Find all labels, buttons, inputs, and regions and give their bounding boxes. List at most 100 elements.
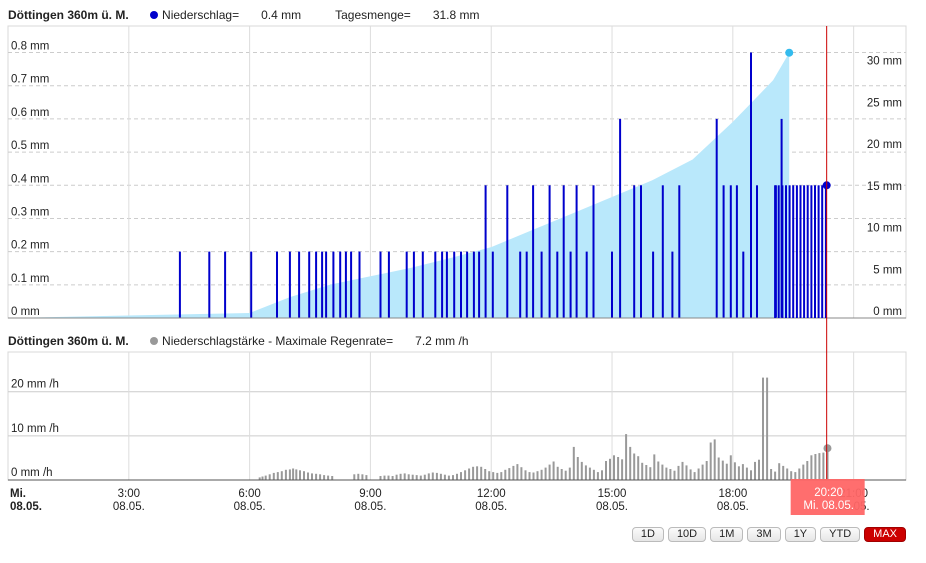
- rate-bar: [411, 474, 414, 480]
- precip-bar: [460, 251, 462, 318]
- rate-bar: [689, 469, 692, 480]
- rate-bar: [629, 446, 632, 480]
- x-tick-label-time: 12:00: [477, 488, 506, 500]
- rate-bar: [806, 461, 809, 480]
- rate-bar: [709, 442, 712, 480]
- upper-y2-tick-label: 0 mm: [873, 306, 902, 318]
- precip-bar: [781, 185, 784, 318]
- upper-y2-tick-label: 5 mm: [873, 264, 902, 276]
- rate-bar: [701, 464, 704, 480]
- daily-total-value: 31.8 mm: [432, 8, 480, 22]
- x-tick-label-date: 08.05.: [596, 501, 628, 513]
- rate-bar: [508, 468, 511, 480]
- precip-bar: [750, 52, 752, 318]
- precip-bar: [814, 185, 816, 318]
- x-tick-label-time: 6:00: [238, 488, 260, 500]
- rate-bar: [512, 465, 515, 480]
- range-button-3m[interactable]: 3M: [747, 527, 781, 542]
- precip-bar: [288, 251, 291, 318]
- rate-bar: [705, 461, 708, 480]
- rate-bar: [766, 377, 769, 480]
- x-tick-label-date: 08.05.: [475, 501, 507, 513]
- rate-bar: [782, 465, 785, 480]
- rate-bar: [258, 477, 261, 480]
- rate-bar: [661, 464, 664, 480]
- rate-bar: [596, 472, 599, 480]
- precip-bar: [208, 251, 211, 318]
- rate-bar: [268, 474, 271, 480]
- upper-y-tick-label: 0.7 mm: [11, 74, 49, 86]
- range-button-max[interactable]: MAX: [864, 527, 906, 542]
- rate-bar: [516, 464, 519, 480]
- rate-bar: [745, 467, 748, 480]
- range-button-1m[interactable]: 1M: [710, 527, 744, 542]
- upper-y-tick-label: 0.6 mm: [11, 107, 49, 119]
- rate-bar: [295, 469, 298, 480]
- current-time-box: [790, 479, 865, 515]
- rate-bar: [802, 464, 805, 480]
- rate-bar: [794, 472, 797, 480]
- upper-chart-title: Döttingen 360m ü. M.: [8, 8, 129, 22]
- precip-bar: [548, 185, 551, 318]
- precip-bar: [453, 251, 456, 318]
- rate-bar: [810, 455, 813, 480]
- precip-bar: [735, 185, 738, 318]
- range-button-10d[interactable]: 10D: [667, 527, 707, 542]
- rate-bar: [653, 454, 656, 480]
- rate-bar: [472, 466, 475, 480]
- rate-bar: [365, 475, 368, 480]
- rate-bar: [601, 470, 603, 480]
- lower-axis-labels: 0 mm /h 10 mm /h 20 mm /h: [11, 379, 59, 479]
- rate-bar: [443, 474, 446, 480]
- rate-legend-dot: [150, 337, 159, 345]
- rate-bar: [307, 472, 309, 480]
- precip-bar: [178, 251, 181, 318]
- precip-bar: [525, 251, 528, 318]
- rate-bar: [576, 457, 579, 480]
- upper-y2-tick-label: 15 mm: [867, 181, 902, 193]
- rate-bar: [492, 472, 495, 480]
- rate-bar: [500, 472, 503, 480]
- rate-bar: [737, 466, 740, 480]
- precip-bar: [569, 251, 572, 318]
- precip-bar: [298, 251, 301, 318]
- rate-bar: [288, 469, 291, 480]
- rate-bar: [435, 472, 438, 480]
- precip-bar: [325, 251, 328, 318]
- rate-bar: [379, 476, 382, 480]
- current-time-label: 20:20: [814, 487, 843, 499]
- precip-bar: [421, 251, 424, 318]
- rate-bar: [496, 472, 499, 480]
- rate-bar: [415, 475, 418, 480]
- rate-bar: [637, 456, 640, 480]
- rate-bar: [697, 468, 700, 480]
- x-tick-label-time: Mi.: [10, 488, 26, 500]
- rate-bar: [721, 460, 724, 480]
- rate-bar: [568, 467, 571, 480]
- x-tick-label-time: 15:00: [598, 488, 627, 500]
- cumulative-area: [8, 48, 794, 318]
- rate-bar: [750, 470, 752, 480]
- upper-y-tick-label: 0.4 mm: [11, 173, 49, 185]
- rate-bar: [729, 455, 732, 480]
- precip-bar: [308, 251, 311, 318]
- precip-bar: [434, 251, 437, 318]
- rate-bar: [319, 474, 322, 480]
- rate-bar: [552, 461, 555, 480]
- range-button-ytd[interactable]: YTD: [820, 527, 861, 542]
- rate-bar: [588, 467, 591, 480]
- rate-bar: [758, 459, 760, 480]
- range-button-1d[interactable]: 1D: [631, 527, 664, 542]
- rate-bar: [754, 461, 756, 480]
- upper-y2-tick-label: 10 mm: [867, 223, 902, 235]
- range-button-1y[interactable]: 1Y: [784, 527, 817, 542]
- upper-y2-tick-label: 25 mm: [867, 97, 902, 109]
- rate-bar: [361, 474, 364, 480]
- precip-bar: [785, 185, 787, 318]
- precip-bar: [562, 185, 565, 318]
- rate-bar: [725, 463, 728, 480]
- precip-bar: [742, 251, 745, 318]
- upper-y2-tick-label: 20 mm: [867, 139, 902, 151]
- lower-y-tick-label: 10 mm /h: [11, 423, 59, 435]
